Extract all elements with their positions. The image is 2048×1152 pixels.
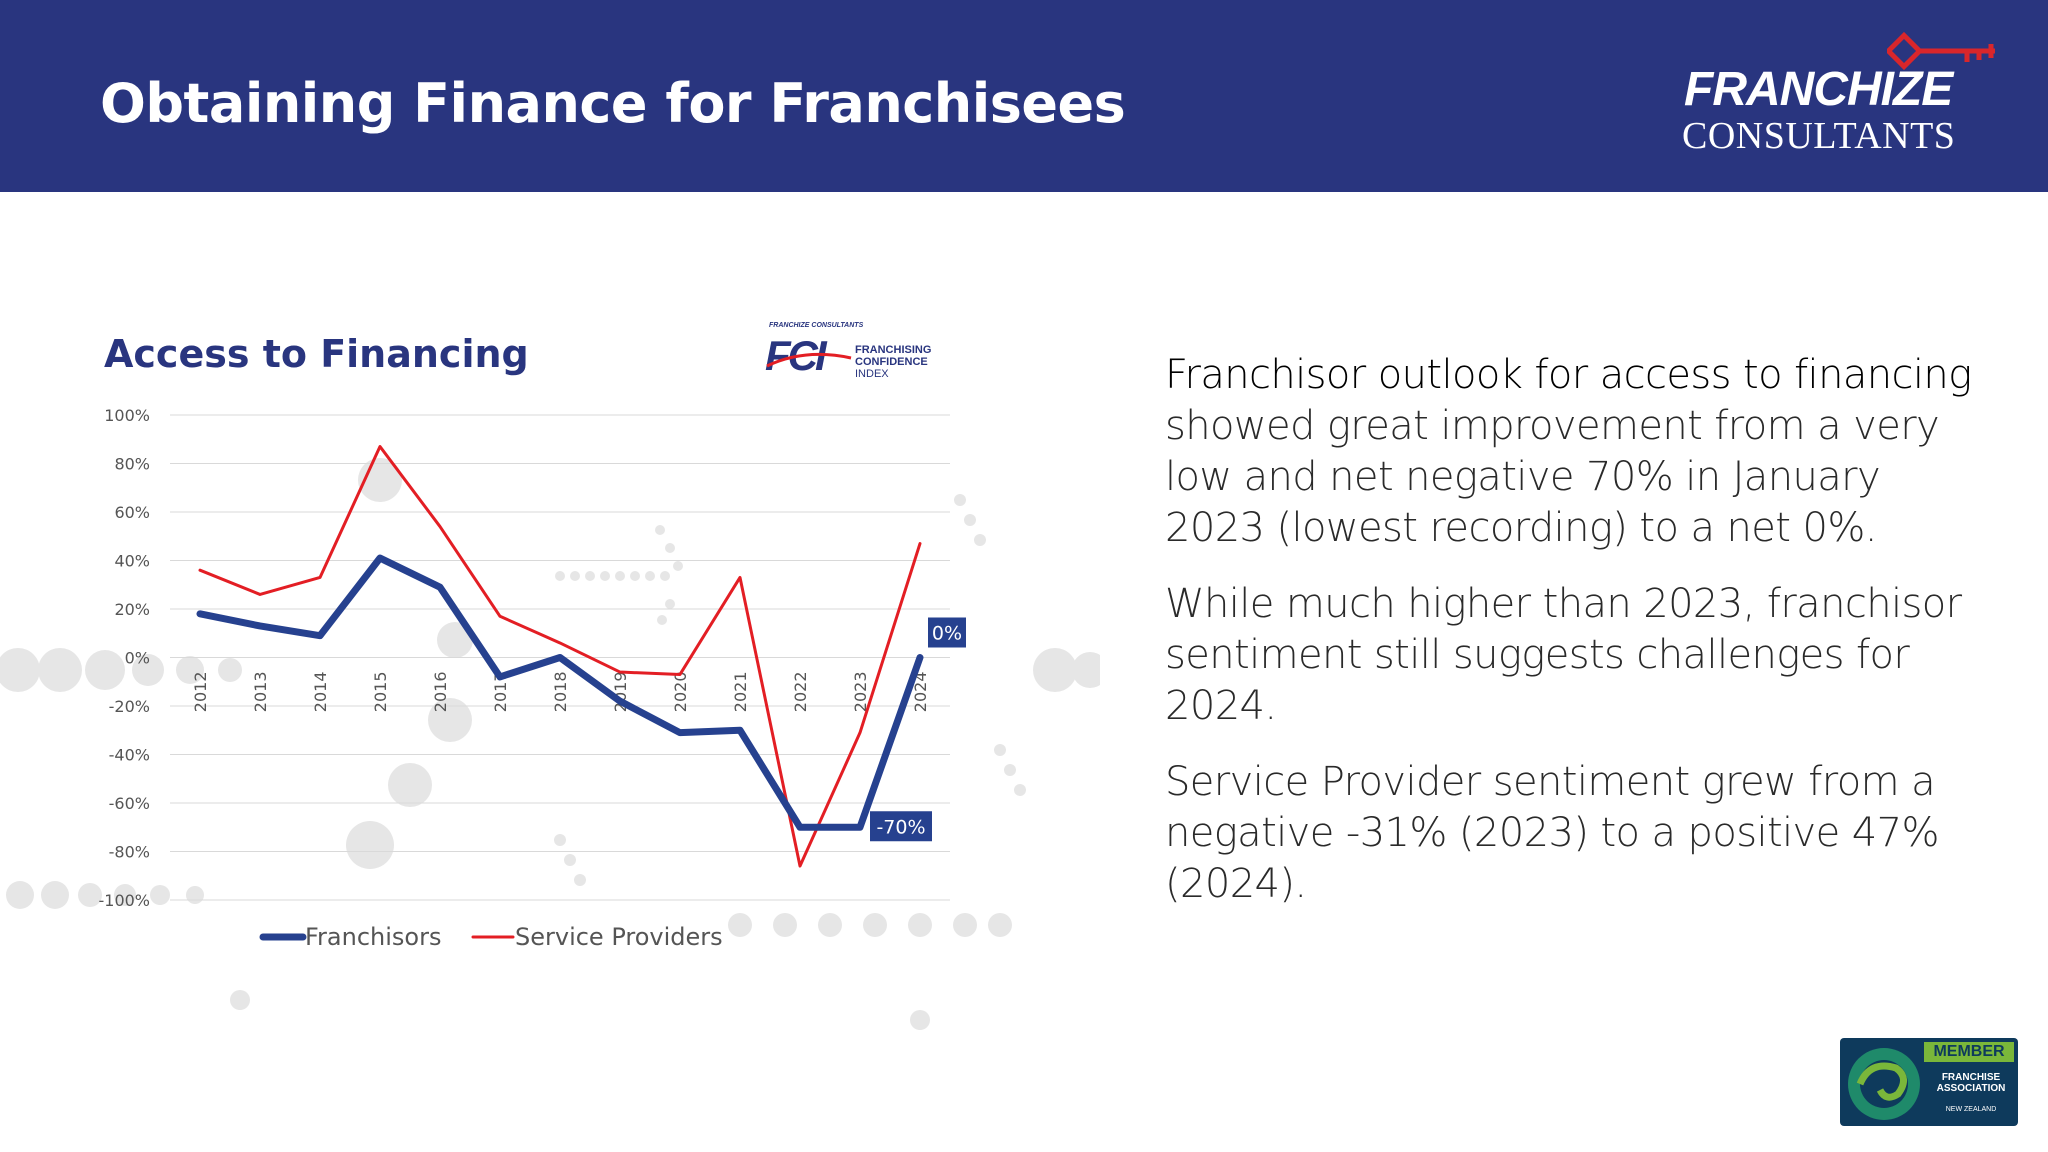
member-org: FRANCHISE ASSOCIATION [1936,1072,2006,1094]
fci-logo-text: FRANCHISING CONFIDENCE INDEX [855,344,931,380]
y-tick-label: 60% [114,503,150,522]
legend-item-service-providers: Service Providers [471,923,723,951]
callout-label: 0% [932,623,962,645]
x-tick-label: 2020 [671,672,690,713]
callout-2023: -70% [870,811,932,842]
chart-legend: Franchisors Service Providers [259,923,723,951]
y-tick-label: -100% [98,891,150,910]
legend-label: Franchisors [305,923,441,951]
legend-label: Service Providers [515,923,723,951]
fci-swoosh-icon [766,352,852,368]
fci-logo: FRANCHIZE CONSULTANTS FCI FRANCHISING CO… [765,322,945,386]
y-tick-label: -40% [109,746,150,765]
x-tick-label: 2014 [311,672,330,713]
x-tick-label: 2013 [251,672,270,713]
header-bar: Obtaining Finance for Franchisees FRANCH… [0,0,2048,192]
chart-gridlines [170,414,950,901]
callout-2024: 0% [928,617,966,648]
brand-logo: FRANCHIZE CONSULTANTS [1672,32,2012,162]
y-tick-label: 100% [104,406,150,425]
member-badge: MEMBER FRANCHISE ASSOCIATION NEW ZEALAND [1840,1038,2018,1126]
chart-callouts: 0% -70% [870,617,966,842]
background-dot-pattern [0,458,1100,1030]
legend-item-franchisors: Franchisors [259,923,441,951]
brand-subtitle: CONSULTANTS [1682,115,1956,157]
x-tick-label: 2017 [491,672,510,713]
key-icon [1887,32,1995,71]
paragraph-1: Franchisor outlook for access to financi… [1165,350,1985,554]
member-country: NEW ZEALAND [1945,1106,1997,1113]
chart-series [196,445,924,868]
paragraph-1-lead: Franchisor outlook for access to financi… [1165,352,1972,398]
y-tick-label: -20% [109,697,150,716]
callout-box [928,617,966,648]
x-tick-label: 2021 [731,672,750,713]
y-tick-label: 80% [114,455,150,474]
brand-wordmark: FRANCHIZE [1684,63,1953,116]
x-tick-label: 2015 [371,672,390,713]
body-text: Franchisor outlook for access to financi… [1165,350,1985,935]
y-tick-label: -80% [109,843,150,862]
x-tick-label: 2012 [191,672,210,713]
y-tick-label: -60% [109,794,150,813]
series-line-franchisors [196,554,924,831]
koru-icon [1848,1048,1920,1120]
callout-box [870,811,932,842]
x-axis-ticks: 2012 2013 2014 2015 2016 2017 2018 2019 2020 2021… [191,672,930,713]
fci-logo-small-text: FRANCHIZE CONSULTANTS [769,322,864,329]
x-tick-label: 2024 [911,672,930,713]
line-chart: 100%80%60%40%20%0%-20%-40%-60%-80%-100% … [98,406,966,951]
fci-line-1: FRANCHISING [855,344,932,356]
y-axis-ticks: 100% 80% 60% 40% 20% 0% -20% -40% -60% -80% -100% [98,406,150,910]
x-tick-label: 2023 [851,672,870,713]
callout-label: -70% [876,816,925,838]
paragraph-3: Service Provider sentiment grew from a n… [1165,759,1939,907]
x-tick-label: 2022 [791,672,810,713]
y-tick-label: 40% [114,552,150,571]
x-tick-label: 2018 [551,672,570,713]
y-tick-label: 0% [125,649,150,668]
fci-line-3: INDEX [855,368,889,380]
paragraph-1-rest: showed great improvement from a very low… [1165,403,1940,551]
chart-title: Access to Financing [104,332,529,376]
fci-line-2: CONFIDENCE [855,356,928,368]
series-line-service-providers [198,445,922,868]
y-tick-label: 20% [114,600,150,619]
slide-title: Obtaining Finance for Franchisees [100,72,1126,135]
x-tick-label: 2016 [431,672,450,713]
paragraph-2: While much higher than 2023, franchisor … [1165,581,1962,729]
member-banner: MEMBER [1924,1042,2014,1062]
